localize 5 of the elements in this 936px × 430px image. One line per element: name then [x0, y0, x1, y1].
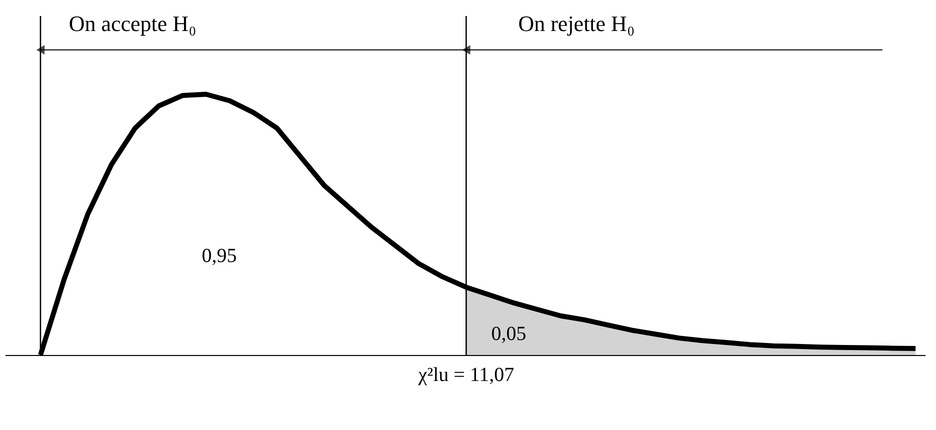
annotation: 0,95 [202, 244, 237, 267]
text: χ²lu = 11,07 [417, 364, 514, 386]
text: On accepte H₀ [68, 10, 196, 36]
text: On rejette H₀ [518, 10, 635, 36]
annotation: 0,05 [491, 323, 526, 346]
